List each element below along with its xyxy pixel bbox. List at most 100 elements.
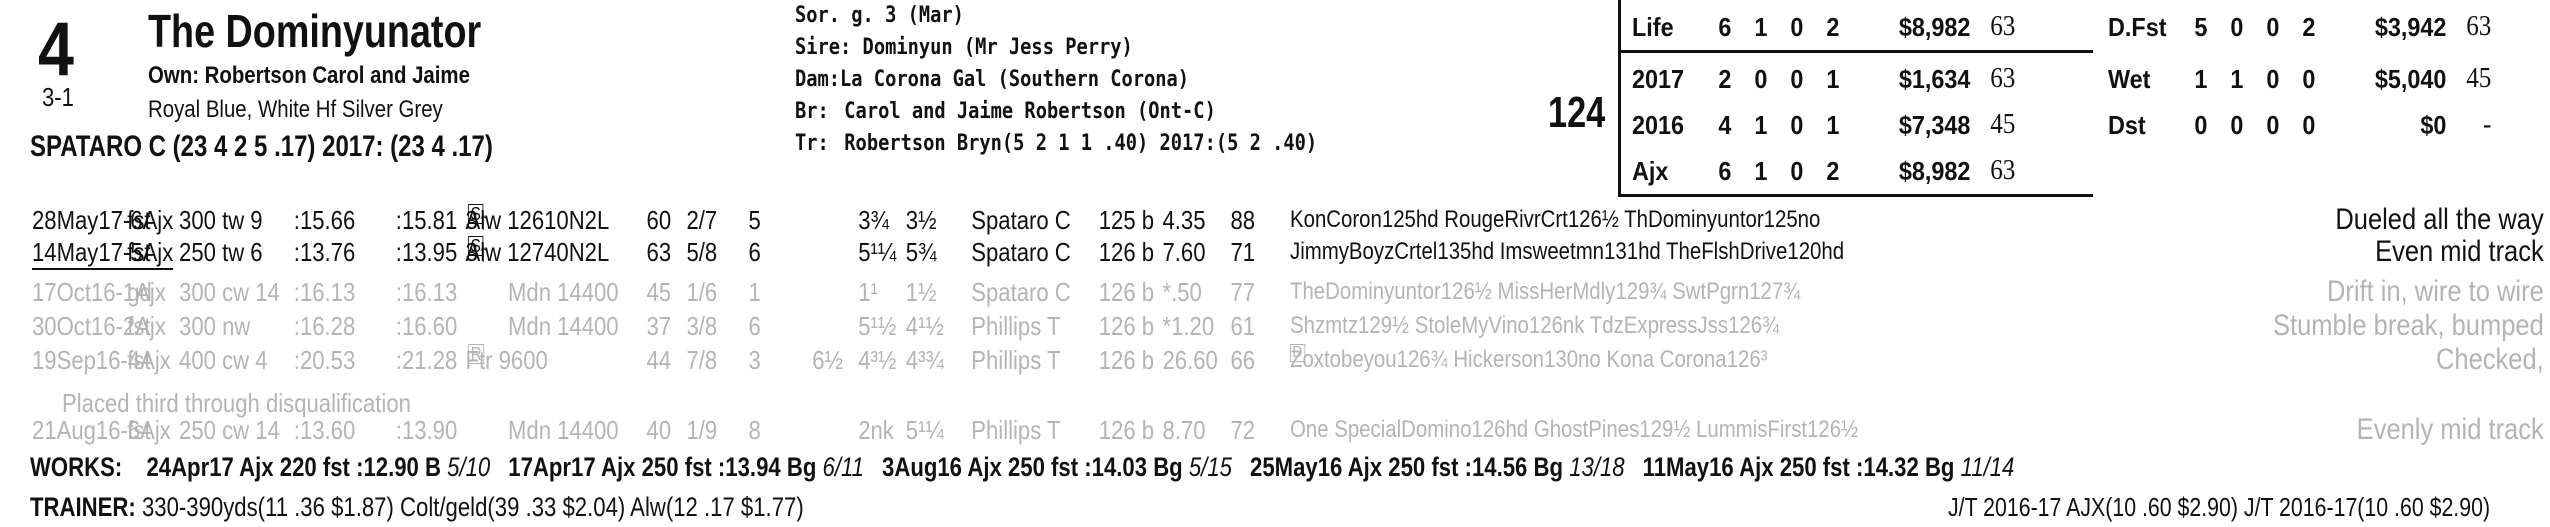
stats-wins: 1: [2230, 63, 2244, 94]
trainer-stats-text: 330-390yds(11 .36 $1.87) Colt/geld(39 .3…: [141, 492, 804, 522]
race-row: 19Sep16-4Ajx fst 400 cw 4:20.53:21.28 R Ftr …: [32, 344, 2544, 376]
stats-wins: 0: [2230, 109, 2244, 140]
trip-comment: Even mid track: [2375, 235, 2544, 268]
dam: La Corona Gal (Southern Corona): [840, 67, 1190, 92]
trainer-label: Tr:: [795, 131, 829, 156]
race-date: 30Oct16-2Ajx: [32, 311, 166, 341]
work-item: 25May16 Ajx 250 fst :14.56 Bg 13/18: [1250, 452, 1625, 482]
work-rank: 6/11: [822, 452, 864, 482]
work-rank: 11/14: [1960, 452, 2015, 482]
finish: 5¹¼: [905, 415, 944, 445]
fraction-2: :13.95: [395, 237, 458, 267]
call-2: 5¹½: [858, 311, 897, 341]
stats-label: D.Fst: [2108, 11, 2167, 42]
stats-starts: 2: [1718, 63, 1732, 94]
work-date: 25May16: [1250, 452, 1348, 482]
race-row: 17Oct16-1Ajx gd 300 cw 14:16.13:16.13 Mdn 1…: [32, 276, 2544, 308]
stats-starts: 1: [2194, 63, 2208, 94]
fraction-1: :13.76: [293, 237, 356, 267]
track-condition: fst: [127, 415, 151, 445]
stats-divider: [1621, 50, 2093, 53]
works-line: WORKS: 24Apr17 Ajx 220 fst :12.90 B 5/10…: [30, 452, 2014, 483]
race-jockey: Phillips T: [971, 415, 1061, 445]
work-time: :14.56: [1464, 452, 1534, 482]
owner: Own: Robertson Carol and Jaime: [148, 62, 470, 89]
trainer-stats-line: TRAINER: 330-390yds(11 .36 $1.87) Colt/g…: [30, 492, 804, 523]
fraction-2: :16.13: [395, 277, 458, 307]
top-finishers-text: KonCoron125hd RougeRivrCrt126½ ThDominyu…: [1290, 206, 1821, 233]
race-row: 21Aug16-6Ajx fst 250 cw 14:13.60:13.90 Mdn …: [32, 414, 2544, 446]
stats-earnings: $8,982: [1898, 155, 1971, 186]
race-figure: 63: [646, 237, 672, 267]
work-condition: fst: [1051, 452, 1085, 482]
speed: 77: [1230, 277, 1256, 307]
finish: 3½: [905, 205, 937, 235]
top-finishers-text: Shzmtz129½ StoleMyVino126nk TdzExpressJs…: [1290, 312, 1780, 339]
top-finishers-text: JimmyBoyzCrtel135hd Imsweetmn131hd TheFl…: [1290, 238, 1845, 265]
call-1: 6½: [812, 345, 844, 375]
stats-earnings: $8,982: [1898, 11, 1971, 42]
speed: 88: [1230, 205, 1256, 235]
stats-places: 0: [2266, 109, 2280, 140]
speed: 71: [1230, 237, 1256, 267]
weight: 125 b: [1098, 205, 1155, 235]
stats-row-left-2: 2016 4 1 0 1 $7,348 45: [1632, 102, 2015, 148]
work-condition: fst: [1822, 452, 1857, 482]
trainer-stats-label: TRAINER:: [30, 492, 136, 522]
top-finishers-text: Zoxtobeyou126¾ Hickerson130no Kona Coron…: [1290, 346, 1768, 373]
stats-shows: 2: [2302, 11, 2316, 42]
call-2: 1¹: [858, 277, 878, 307]
stats-row-right-2: Dst 0 0 0 0 $0-: [2108, 102, 2491, 148]
work-distance: 250: [1388, 452, 1432, 482]
stats-wins: 0: [2230, 11, 2244, 42]
trip-comment: Stumble break, bumped: [2273, 309, 2544, 342]
work-grade: Bg: [1924, 452, 1961, 482]
race-jockey: Spataro C: [971, 277, 1071, 307]
work-item: 11May16 Ajx 250 fst :14.32 Bg 11/14: [1643, 452, 2015, 482]
trip-comment: Drift in, wire to wire: [2326, 275, 2544, 308]
race-figure: 60: [646, 205, 672, 235]
stats-label: Life: [1632, 11, 1674, 42]
race-type: Mdn 14400: [508, 277, 619, 307]
stats-label: Dst: [2108, 109, 2146, 140]
stats-best-figure: -: [2483, 109, 2492, 140]
stats-starts: 6: [1718, 11, 1732, 42]
track-condition: fst: [127, 205, 151, 235]
stats-places: 0: [2266, 63, 2280, 94]
odds: 8.70: [1162, 415, 1206, 445]
finish: 1½: [905, 277, 937, 307]
race-distance: 300 cw 14: [179, 277, 280, 307]
stats-best-figure: 63: [2466, 11, 2492, 42]
work-distance: 250: [1007, 452, 1052, 482]
race-type: Alw 12610N2L: [465, 205, 610, 235]
race-date: 19Sep16-4Ajx: [32, 345, 171, 375]
stats-label: 2017: [1632, 63, 1685, 94]
finish: 4³¾: [905, 345, 944, 375]
track-condition: fst: [127, 345, 151, 375]
fraction-1: :20.53: [293, 345, 356, 375]
dq-note: Placed third through disqualification: [62, 388, 411, 418]
trainer-row: Tr: Robertson Bryn(5 2 1 1 .40) 2017:(5 2…: [795, 128, 1317, 160]
dam-row: Dam: La Corona Gal (Southern Corona): [795, 64, 1317, 96]
sire: Dominyun (Mr Jess Perry): [862, 35, 1133, 60]
stats-box: [1618, 0, 2093, 197]
start-position: 6: [748, 311, 761, 341]
work-date: 17Apr17: [508, 452, 602, 482]
work-condition: fst: [1431, 452, 1465, 482]
race-distance: 400 cw 4: [179, 345, 268, 375]
weight: 126 b: [1098, 277, 1155, 307]
finish: 4¹½: [905, 311, 944, 341]
finish: 5¾: [905, 237, 937, 267]
stats-best-figure: 63: [1990, 63, 2016, 94]
sex-age-text: Sor. g. 3 (Mar): [795, 3, 964, 28]
fraction-1: :16.13: [293, 277, 356, 307]
odds: 4.35: [1162, 205, 1206, 235]
stats-best-figure: 45: [2466, 63, 2492, 94]
stats-shows: 0: [2302, 63, 2316, 94]
race-date: 14May17-5Ajx: [32, 236, 174, 270]
jockey-trainer-stats: J/T 2016-17 AJX(10 .60 $2.90) J/T 2016-1…: [1948, 492, 2491, 522]
race-restriction: S: [468, 236, 484, 256]
work-date: 11May16: [1642, 452, 1740, 482]
race-row: 14May17-5Ajx fst 250 tw 6:13.76:13.95 3↑ S Al…: [32, 235, 2544, 270]
race-type: Ftr 9600: [465, 345, 548, 375]
